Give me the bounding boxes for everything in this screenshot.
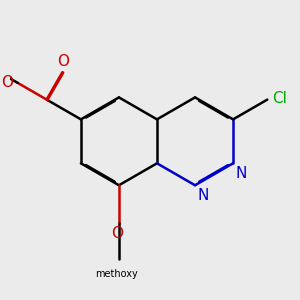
Text: N: N [236, 166, 247, 181]
Text: methoxy: methoxy [95, 269, 137, 279]
Text: O: O [112, 226, 124, 241]
Text: O: O [57, 54, 69, 69]
Text: N: N [197, 188, 209, 202]
Text: O: O [2, 75, 14, 90]
Text: Cl: Cl [272, 91, 286, 106]
